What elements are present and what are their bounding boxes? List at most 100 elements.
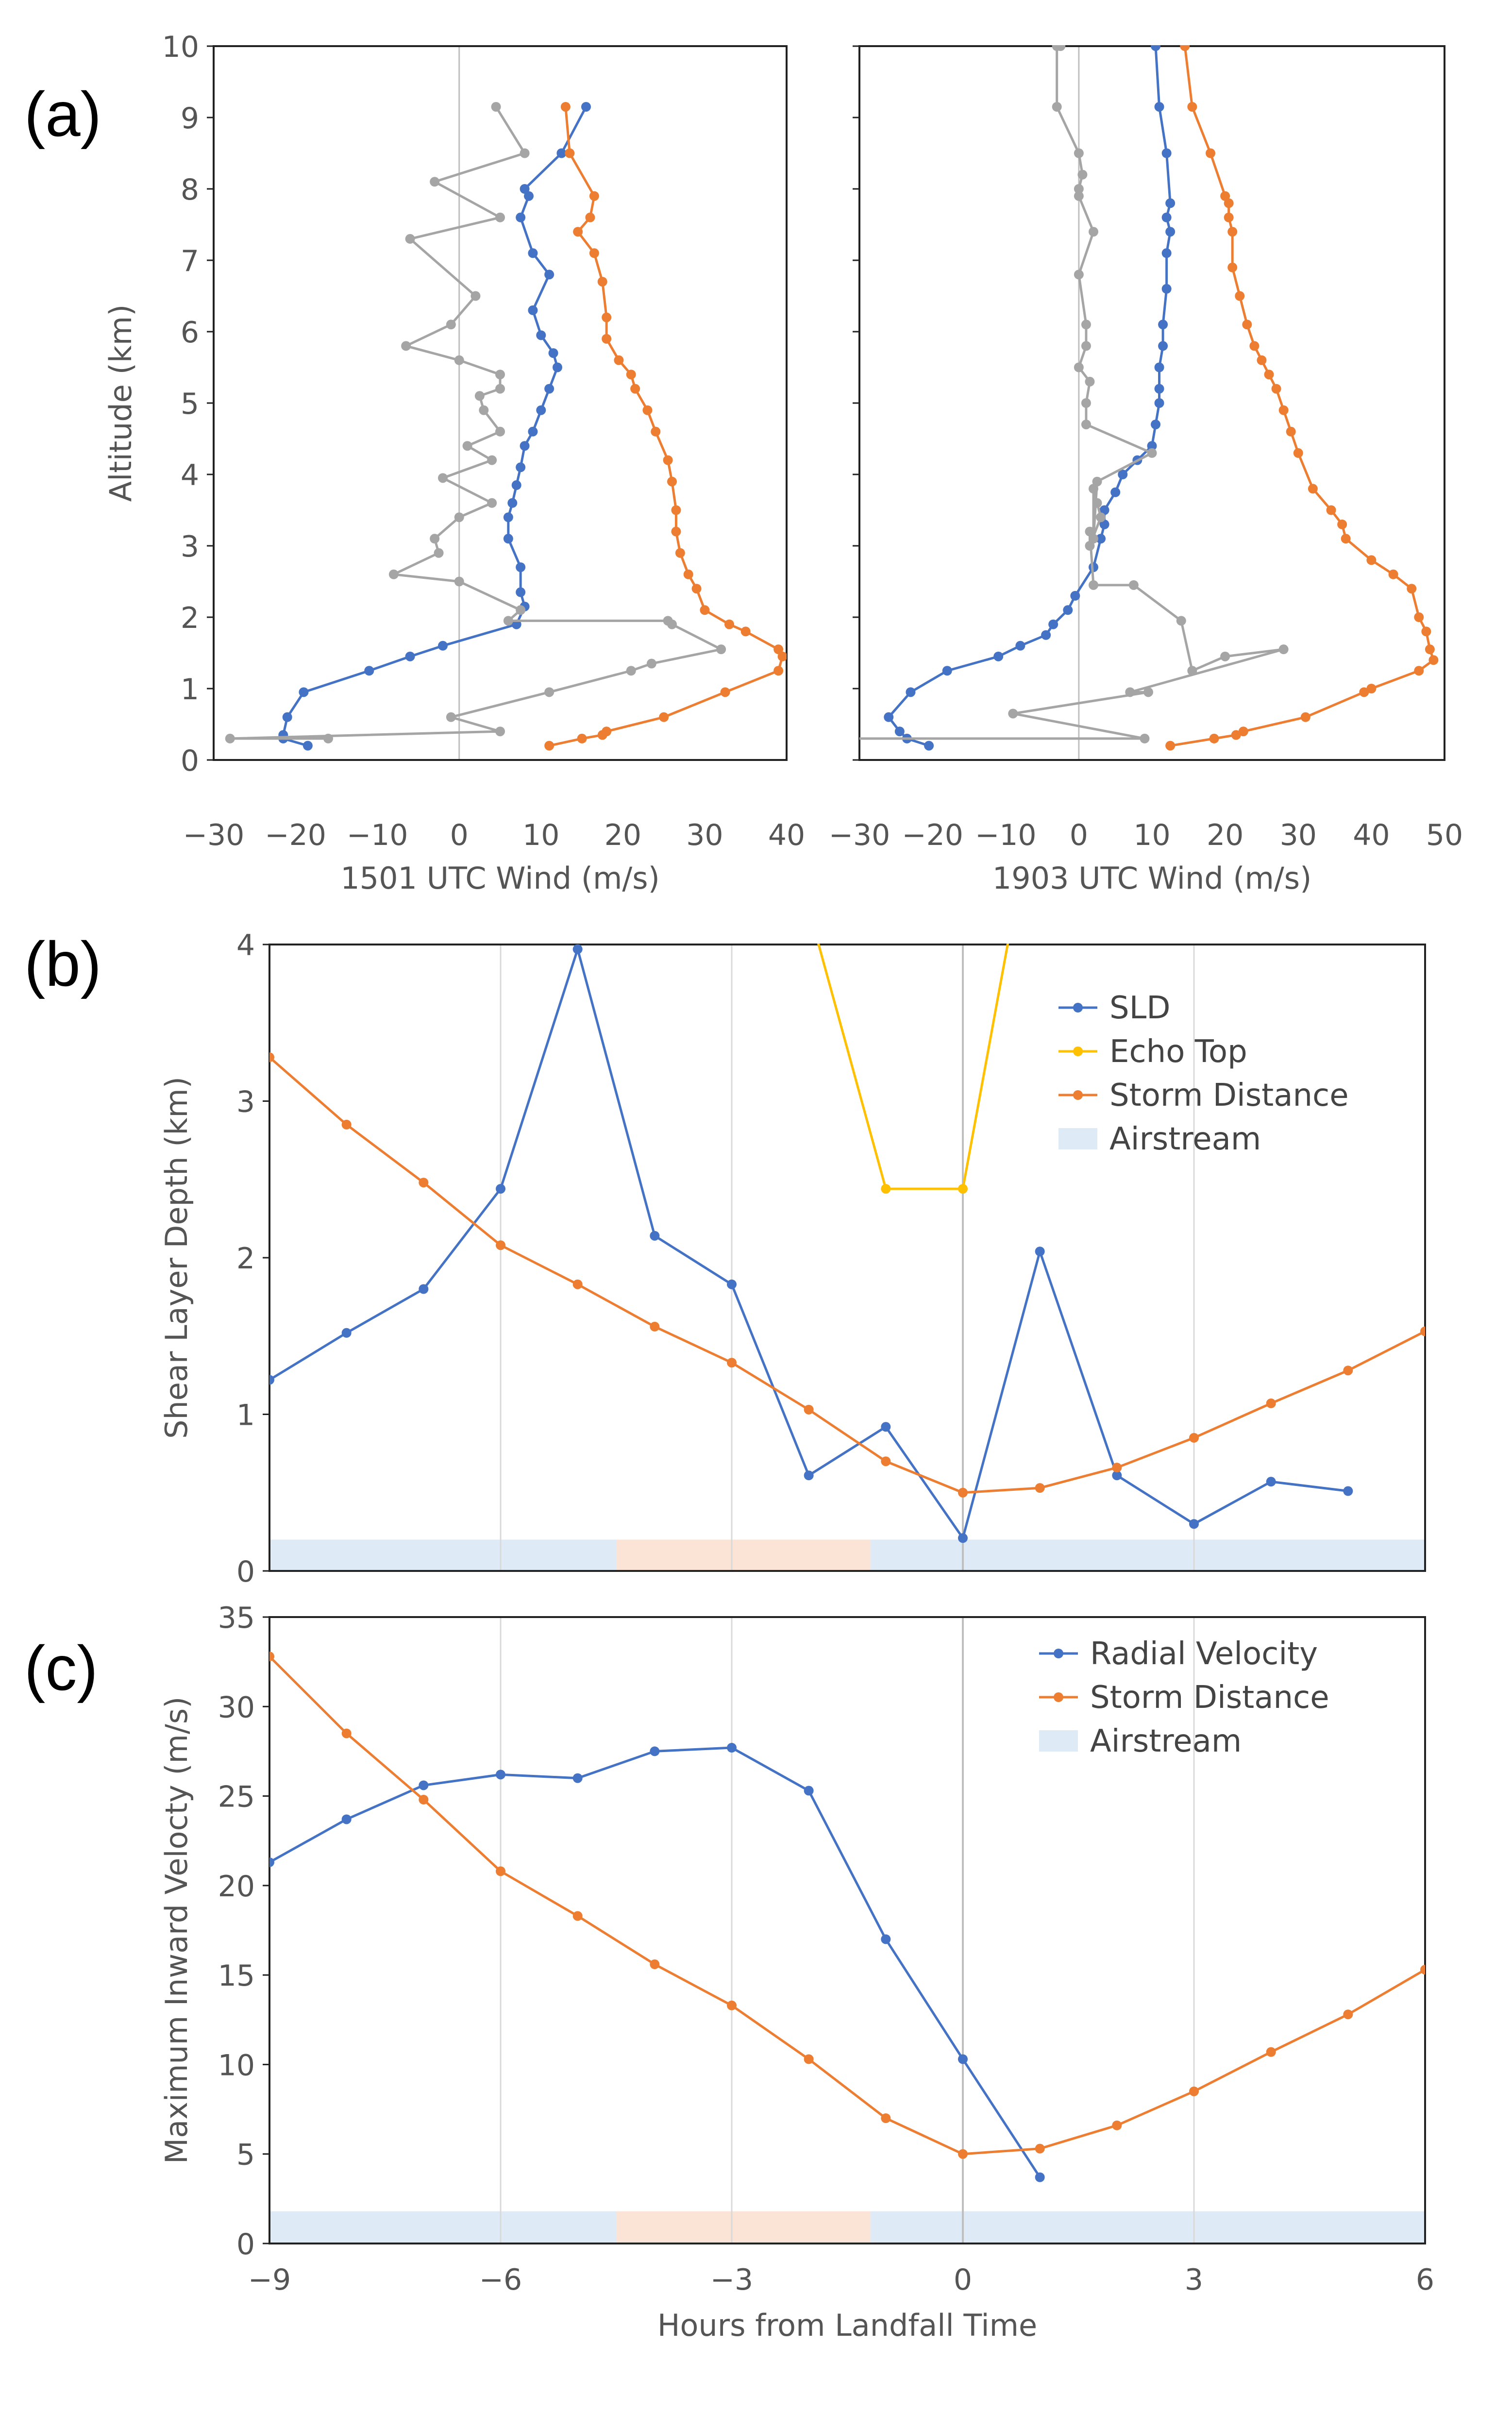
data-point	[1089, 580, 1098, 590]
data-point	[1140, 733, 1150, 743]
data-point	[323, 733, 333, 743]
data-point	[804, 1470, 814, 1481]
data-point	[528, 305, 538, 315]
data-point	[683, 569, 693, 579]
data-point	[388, 569, 399, 579]
y-tick-label: 7	[181, 244, 199, 278]
data-point	[544, 741, 554, 751]
x-tick-label: 3	[1185, 2263, 1203, 2297]
data-point	[1112, 1463, 1122, 1473]
x-axis-label: Hours from Landfall Time	[657, 2308, 1037, 2343]
data-point	[650, 1321, 660, 1332]
data-point	[671, 526, 681, 537]
data-point	[1388, 569, 1398, 579]
series-line-blue	[887, 46, 1172, 747]
data-point	[1209, 733, 1219, 743]
data-point	[269, 1052, 274, 1063]
data-point	[1052, 101, 1062, 112]
data-point	[1112, 2120, 1122, 2130]
x-tick-label: −30	[829, 818, 890, 852]
data-point	[1420, 1326, 1425, 1336]
data-point	[470, 291, 481, 301]
data-point	[1161, 148, 1172, 158]
x-tick-label: 0	[954, 2263, 972, 2297]
data-point	[667, 476, 677, 487]
series-line-blue	[282, 106, 588, 747]
legend-label: Storm Distance	[1090, 1680, 1329, 1716]
x-tick-label: −9	[248, 2263, 291, 2297]
data-point	[1161, 284, 1172, 294]
data-point	[487, 455, 497, 465]
data-point	[581, 101, 591, 112]
data-point	[1070, 590, 1080, 601]
y-tick-label: 3	[181, 530, 199, 564]
data-point	[773, 644, 784, 655]
data-point	[496, 1866, 505, 1876]
data-point	[474, 391, 485, 401]
data-point	[1242, 320, 1252, 330]
data-point	[691, 584, 702, 594]
data-point	[364, 666, 374, 676]
data-point	[462, 441, 472, 451]
data-point	[516, 605, 526, 615]
data-point	[1089, 484, 1098, 494]
data-point	[524, 191, 534, 201]
data-point	[1414, 666, 1424, 676]
data-point	[1085, 376, 1095, 387]
legend-swatch-band	[1058, 1128, 1097, 1149]
data-point	[881, 1184, 891, 1194]
data-point	[269, 1652, 274, 1662]
data-point	[1151, 420, 1161, 430]
legend-label: Echo Top	[1109, 1034, 1247, 1070]
series-line-echo-top	[817, 944, 1009, 1190]
y-tick-label: 3	[236, 1085, 255, 1119]
data-point	[419, 1178, 429, 1188]
x-tick-label: 30	[1280, 818, 1317, 852]
data-point	[511, 480, 521, 490]
data-point	[1110, 487, 1121, 497]
data-point	[1176, 616, 1186, 626]
x-tick-label: −10	[975, 818, 1037, 852]
chart-b: 0 1 2 3 4 Shear Layer Depth (km) SLD Echo Top St…	[159, 928, 1426, 1589]
data-point	[269, 1857, 274, 1867]
series-line-storm-distance	[269, 1655, 1425, 2156]
data-point	[1154, 398, 1164, 408]
data-point	[1407, 584, 1417, 594]
data-point	[833, 734, 842, 743]
data-point	[1249, 341, 1260, 351]
plot-frame	[269, 944, 1426, 1572]
data-point	[495, 726, 505, 737]
data-point	[1147, 448, 1157, 458]
data-point	[906, 687, 916, 697]
y-tick-label: 6	[181, 316, 199, 350]
data-point	[405, 234, 415, 244]
y-axis-label: Shear Layer Depth (km)	[159, 1077, 194, 1439]
x-tick-label: 20	[605, 818, 641, 852]
data-point	[602, 334, 612, 344]
x-tick-label: 10	[522, 818, 559, 852]
data-point	[1008, 708, 1018, 719]
data-point	[1099, 505, 1109, 515]
data-point	[958, 1487, 968, 1498]
data-point	[924, 741, 934, 751]
data-point	[520, 148, 530, 158]
data-point	[716, 644, 726, 655]
data-point	[516, 462, 526, 472]
data-point	[1278, 405, 1289, 415]
data-point	[1056, 45, 1066, 51]
data-point	[1096, 512, 1106, 523]
data-point	[626, 370, 636, 380]
data-point	[1143, 687, 1153, 697]
data-point	[1238, 726, 1248, 737]
data-point	[341, 1328, 352, 1338]
y-tick-label: 30	[218, 1690, 255, 1724]
data-point	[1235, 291, 1245, 301]
series-group	[225, 101, 787, 751]
data-point	[1227, 262, 1238, 272]
data-point	[1085, 541, 1095, 551]
panel-label-a: (a)	[24, 79, 101, 150]
data-point	[663, 455, 673, 465]
y-tick-label: 2	[181, 601, 199, 635]
data-point	[1161, 212, 1172, 222]
